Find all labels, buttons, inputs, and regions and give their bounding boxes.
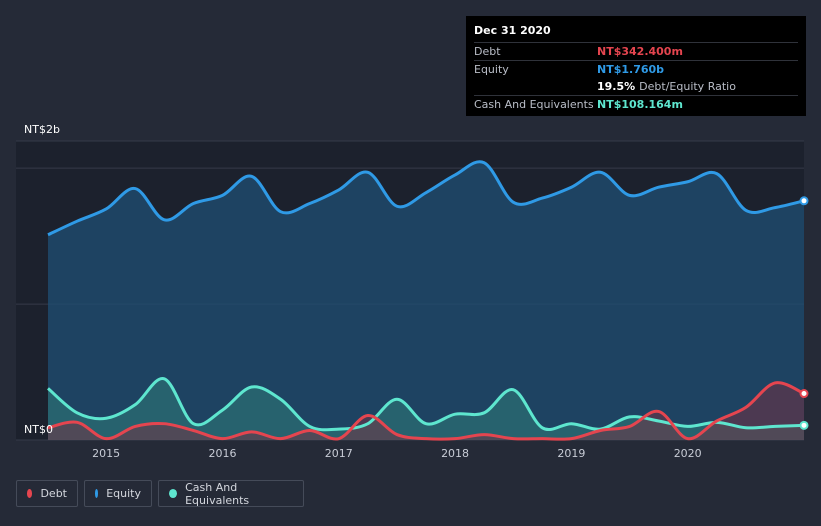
equity-area [48, 161, 804, 440]
series-endpoints [799, 196, 809, 430]
y-label-top: NT$2b [24, 123, 60, 136]
legend-debt-label: Debt [40, 487, 67, 500]
series-lines [47, 160, 805, 441]
legend-equity-label: Equity [106, 487, 141, 500]
debt-endpoint [799, 389, 809, 399]
x-tick-label: 2016 [208, 447, 236, 460]
tooltip-row-equity: Equity NT$1.760b [474, 60, 798, 78]
tooltip-row-cash: Cash And Equivalents NT$108.164m [474, 95, 798, 113]
y-label-bottom: NT$0 [24, 423, 53, 436]
tooltip-debt-value: NT$342.400m [597, 45, 683, 58]
tooltip-date: Dec 31 2020 [474, 24, 551, 37]
tooltip-equity-value: NT$1.760b [597, 63, 665, 76]
debt-dot-icon [27, 489, 33, 498]
tooltip-row-ratio: 19.5% Debt/Equity Ratio [474, 78, 798, 95]
equity-dot-icon [95, 489, 99, 498]
cash-and-equivalents-line [47, 377, 805, 432]
debt-area [48, 382, 804, 440]
tooltip-ratio-label: Debt/Equity Ratio [639, 80, 736, 93]
tooltip-debt-label: Debt [474, 45, 501, 58]
tooltip: Dec 31 2020 Debt NT$342.400m Equity NT$1… [466, 16, 806, 116]
tooltip-equity-label: Equity [474, 63, 509, 76]
x-tick-label: 2015 [92, 447, 120, 460]
debt-line [47, 381, 805, 441]
cash-dot-icon [169, 489, 178, 498]
legend-item-debt[interactable]: Debt [16, 480, 78, 507]
tooltip-cash-value: NT$108.164m [597, 98, 683, 111]
x-axis-ticks: 2015 2016 2017 2018 2019 2020 [92, 447, 702, 460]
x-tick-label: 2020 [674, 447, 702, 460]
equity-endpoint [799, 196, 809, 206]
equity-line [47, 160, 805, 237]
tooltip-ratio-value: 19.5% [597, 80, 636, 93]
x-tick-label: 2019 [557, 447, 585, 460]
legend-cash-label: Cash And Equivalents [185, 480, 250, 507]
legend-item-equity[interactable]: Equity [84, 480, 152, 507]
cash-and-equivalents-endpoint [799, 420, 809, 430]
tooltip-row-debt: Debt NT$342.400m [474, 42, 798, 60]
x-tick-label: 2017 [325, 447, 353, 460]
x-tick-label: 2018 [441, 447, 469, 460]
legend-item-cash[interactable]: Cash And Equivalents [158, 480, 304, 507]
tooltip-cash-label: Cash And Equivalents [474, 98, 594, 111]
